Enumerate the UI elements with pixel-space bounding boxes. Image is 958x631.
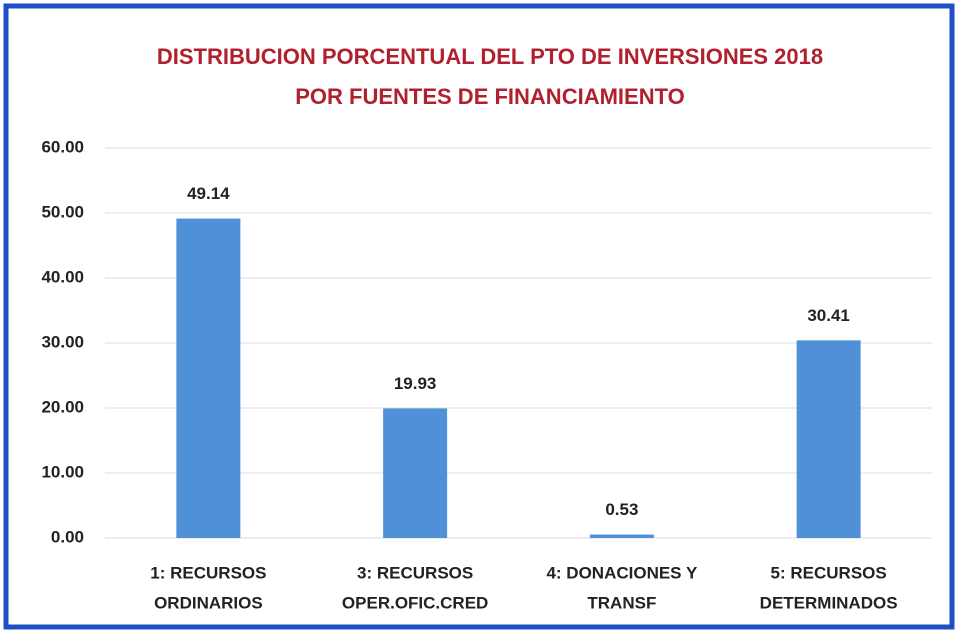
y-tick-label: 40.00: [41, 267, 84, 286]
bar: [383, 408, 448, 538]
x-tick-label: 5: RECURSOS: [771, 563, 887, 582]
data-label: 30.41: [807, 306, 850, 325]
x-tick-label: 4: DONACIONES Y: [546, 563, 697, 582]
y-tick-label: 0.00: [51, 527, 84, 546]
y-tick-label: 20.00: [41, 397, 84, 416]
y-tick-label: 50.00: [41, 202, 84, 221]
data-label: 19.93: [394, 374, 437, 393]
x-tick-label: OPER.OFIC.CRED: [342, 593, 488, 612]
frame: [3, 3, 955, 630]
x-tick-label: TRANSF: [587, 593, 656, 612]
x-tick-label: ORDINARIOS: [154, 593, 263, 612]
data-label: 0.53: [605, 500, 638, 519]
bar: [589, 534, 654, 538]
y-tick-label: 30.00: [41, 332, 84, 351]
bar: [176, 218, 241, 538]
y-tick-label: 10.00: [41, 462, 84, 481]
data-label: 49.14: [187, 184, 230, 203]
chart-title: POR FUENTES DE FINANCIAMIENTO: [295, 84, 685, 109]
x-tick-label: DETERMINADOS: [760, 593, 898, 612]
chart-title: DISTRIBUCION PORCENTUAL DEL PTO DE INVER…: [157, 44, 823, 69]
x-tick-label: 1: RECURSOS: [150, 563, 266, 582]
bar: [796, 340, 861, 538]
x-tick-label: 3: RECURSOS: [357, 563, 473, 582]
y-tick-label: 60.00: [41, 137, 84, 156]
